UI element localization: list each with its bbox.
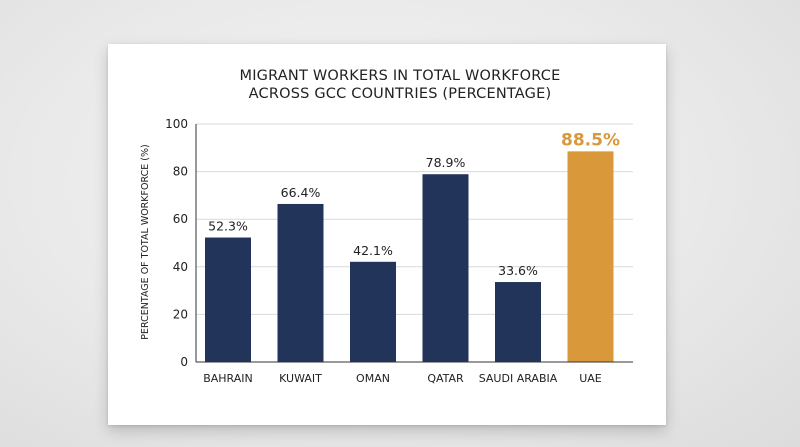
- category-label: OMAN: [356, 372, 390, 385]
- category-label: QATAR: [427, 372, 464, 385]
- y-tick-label: 60: [173, 212, 188, 226]
- bar-bahrain: [205, 237, 251, 362]
- bar-uae: [567, 151, 614, 362]
- value-label: 78.9%: [426, 155, 466, 170]
- value-label: 88.5%: [561, 130, 620, 150]
- bar-kuwait: [277, 203, 324, 362]
- category-label: KUWAIT: [279, 372, 322, 385]
- y-axis-label: PERCENTAGE OF TOTAL WORKFORCE (%): [140, 144, 151, 339]
- value-label: 52.3%: [208, 219, 248, 234]
- axes: [195, 124, 633, 363]
- y-axis-ticks: 0 20 40 60 80 100: [165, 117, 188, 369]
- value-label: 33.6%: [498, 263, 538, 278]
- value-label: 66.4%: [281, 185, 321, 200]
- category-label: BAHRAIN: [203, 372, 253, 385]
- bar-oman: [350, 261, 396, 362]
- gridlines: [196, 123, 633, 315]
- category-label: UAE: [579, 372, 602, 385]
- bar-qatar: [422, 174, 469, 362]
- y-tick-label: 80: [173, 165, 188, 179]
- category-labels: BAHRAIN KUWAIT OMAN QATAR SAUDI ARABIA UAE: [203, 372, 602, 385]
- value-labels: 52.3% 66.4% 42.1% 78.9% 33.6% 88.5%: [208, 130, 620, 278]
- y-tick-label: 40: [173, 260, 188, 274]
- y-tick-label: 20: [173, 307, 188, 321]
- y-tick-label: 0: [180, 355, 188, 369]
- value-label: 42.1%: [353, 243, 393, 258]
- bars: [205, 151, 614, 362]
- bar-saudi-arabia: [495, 282, 541, 362]
- chart-title-line-2: ACROSS GCC COUNTRIES (PERCENTAGE): [249, 86, 552, 102]
- category-label: SAUDI ARABIA: [479, 372, 558, 385]
- chart-title-line-1: MIGRANT WORKERS IN TOTAL WORKFORCE: [240, 68, 561, 84]
- chart-title: MIGRANT WORKERS IN TOTAL WORKFORCE ACROS…: [240, 68, 561, 102]
- y-tick-label: 100: [165, 117, 188, 131]
